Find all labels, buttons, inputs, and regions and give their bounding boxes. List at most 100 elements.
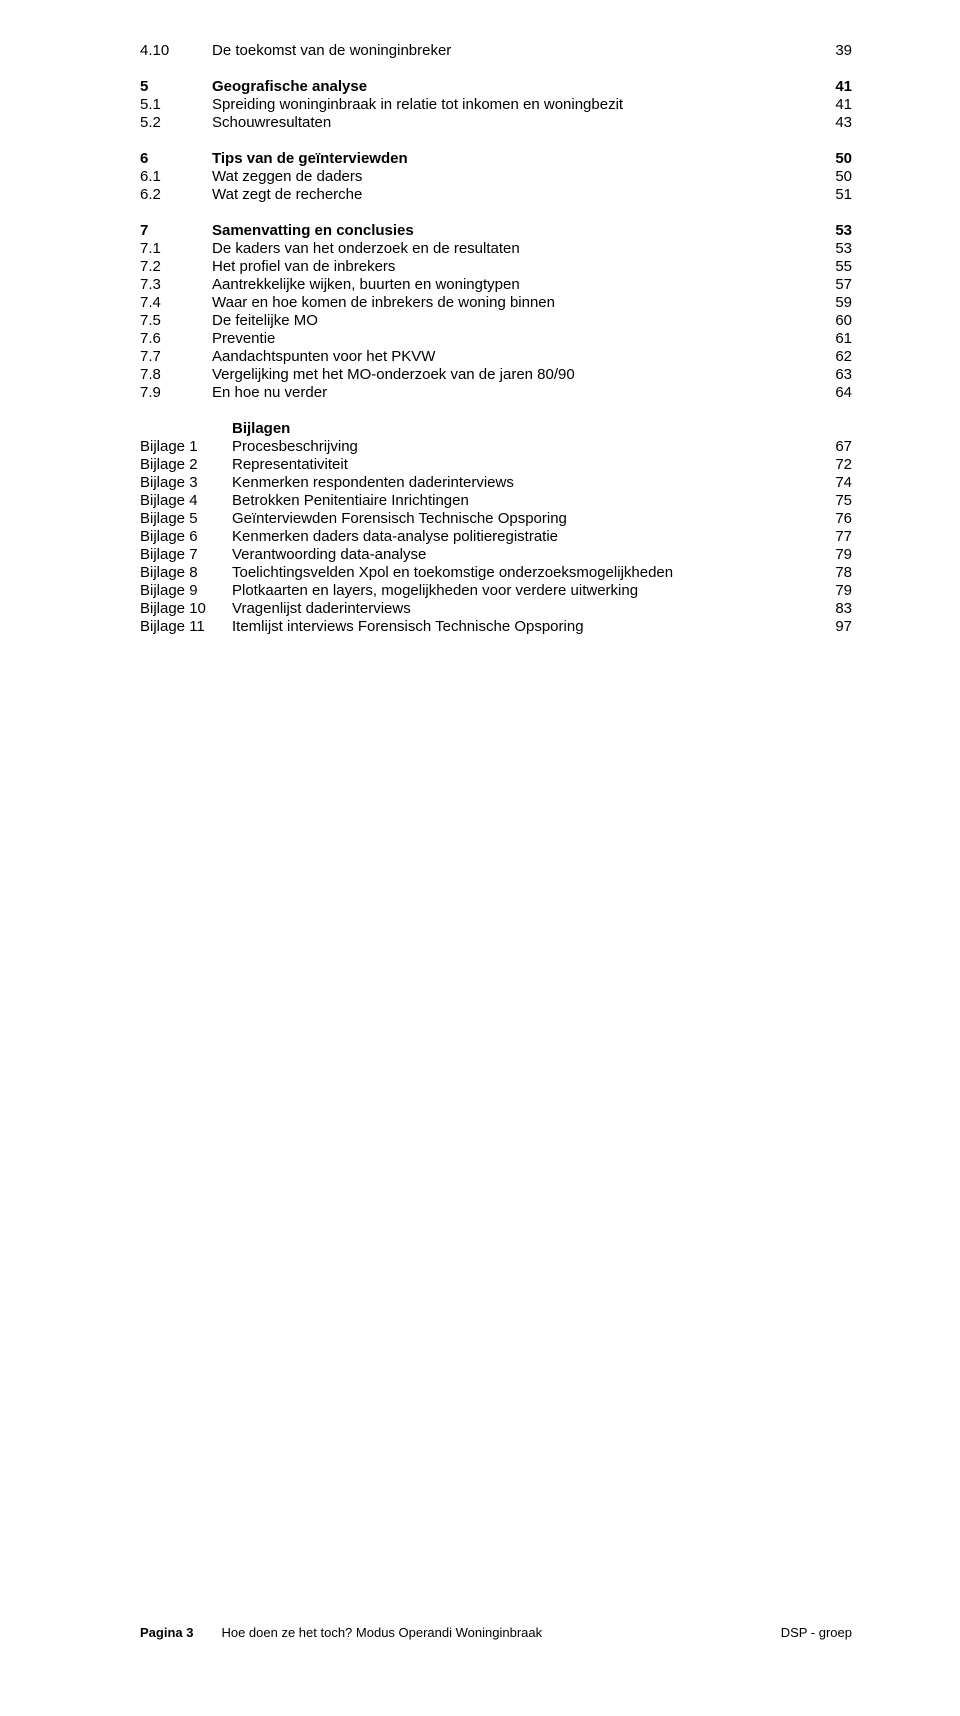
- bijlage-title: Toelichtingsvelden Xpol en toekomstige o…: [232, 564, 812, 581]
- toc-row: 6.1Wat zeggen de daders50: [140, 168, 852, 185]
- toc-section-title: Schouwresultaten: [212, 114, 812, 131]
- bijlage-row: Bijlage 7Verantwoording data-analyse79: [140, 546, 852, 563]
- toc-page-number: 53: [812, 222, 852, 239]
- toc-section-number: 7.8: [140, 366, 212, 383]
- bijlage-label: Bijlage 1: [140, 438, 232, 455]
- toc-row: 7.8Vergelijking met het MO-onderzoek van…: [140, 366, 852, 383]
- bijlage-label: Bijlage 10: [140, 600, 232, 617]
- toc-page-number: 50: [812, 150, 852, 167]
- bijlage-row: Bijlage 9Plotkaarten en layers, mogelijk…: [140, 582, 852, 599]
- toc-row: 5Geografische analyse41: [140, 78, 852, 95]
- bijlage-title: Itemlijst interviews Forensisch Technisc…: [232, 618, 812, 635]
- toc-section-number: 7.3: [140, 276, 212, 293]
- toc-section-title: Wat zeggen de daders: [212, 168, 812, 185]
- toc-page-number: 63: [812, 366, 852, 383]
- toc-page-number: 60: [812, 312, 852, 329]
- bijlage-page-number: 75: [812, 492, 852, 509]
- toc-section-number: 7.9: [140, 384, 212, 401]
- toc-row: 7Samenvatting en conclusies53: [140, 222, 852, 239]
- bijlage-title: Plotkaarten en layers, mogelijkheden voo…: [232, 582, 812, 599]
- bijlage-label: Bijlage 5: [140, 510, 232, 527]
- bijlage-label: Bijlage 6: [140, 528, 232, 545]
- toc-section-title: De kaders van het onderzoek en de result…: [212, 240, 812, 257]
- bijlage-row: Bijlage 1Procesbeschrijving67: [140, 438, 852, 455]
- toc-page-number: 59: [812, 294, 852, 311]
- toc-section-number: 5.2: [140, 114, 212, 131]
- bijlage-row: Bijlage 6Kenmerken daders data-analyse p…: [140, 528, 852, 545]
- footer-org: DSP - groep: [781, 1625, 852, 1640]
- toc-section-number: 6.2: [140, 186, 212, 203]
- toc-section-title: De toekomst van de woninginbreker: [212, 42, 812, 59]
- section-gap: [140, 60, 852, 78]
- toc-row: 7.3Aantrekkelijke wijken, buurten en won…: [140, 276, 852, 293]
- bijlage-page-number: 72: [812, 456, 852, 473]
- bijlagen-header-title: Bijlagen: [232, 420, 852, 437]
- bijlage-page-number: 76: [812, 510, 852, 527]
- toc-section-number: 5.1: [140, 96, 212, 113]
- bijlage-page-number: 83: [812, 600, 852, 617]
- toc-section-number: 7.4: [140, 294, 212, 311]
- bijlage-label: Bijlage 7: [140, 546, 232, 563]
- toc-section-number: 6.1: [140, 168, 212, 185]
- toc-row: 5.2Schouwresultaten43: [140, 114, 852, 131]
- bijlage-row: Bijlage 5Geïnterviewden Forensisch Techn…: [140, 510, 852, 527]
- section-gap: [140, 132, 852, 150]
- toc-section-number: 7.6: [140, 330, 212, 347]
- bijlage-title: Representativiteit: [232, 456, 812, 473]
- toc-row: 7.4Waar en hoe komen de inbrekers de won…: [140, 294, 852, 311]
- bijlage-title: Vragenlijst daderinterviews: [232, 600, 812, 617]
- bijlage-row: Bijlage 4Betrokken Penitentiaire Inricht…: [140, 492, 852, 509]
- toc-section-number: 5: [140, 78, 212, 95]
- bijlage-label: Bijlage 8: [140, 564, 232, 581]
- bijlage-page-number: 79: [812, 546, 852, 563]
- bijlage-page-number: 67: [812, 438, 852, 455]
- toc-section-title: Vergelijking met het MO-onderzoek van de…: [212, 366, 812, 383]
- bijlagen-header-row: Bijlagen: [140, 420, 852, 437]
- bijlage-row: Bijlage 3Kenmerken respondenten daderint…: [140, 474, 852, 491]
- bijlage-page-number: 78: [812, 564, 852, 581]
- toc-section-number: 7.7: [140, 348, 212, 365]
- bijlage-row: Bijlage 8Toelichtingsvelden Xpol en toek…: [140, 564, 852, 581]
- footer-title: Hoe doen ze het toch? Modus Operandi Won…: [221, 1625, 542, 1640]
- toc-row: 7.1De kaders van het onderzoek en de res…: [140, 240, 852, 257]
- table-of-contents: 4.10De toekomst van de woninginbreker39 5…: [140, 42, 852, 635]
- toc-page-number: 41: [812, 96, 852, 113]
- bijlage-page-number: 97: [812, 618, 852, 635]
- toc-row: 7.9En hoe nu verder64: [140, 384, 852, 401]
- toc-row: 7.6Preventie61: [140, 330, 852, 347]
- toc-section-title: Waar en hoe komen de inbrekers de woning…: [212, 294, 812, 311]
- toc-section-title: Geografische analyse: [212, 78, 812, 95]
- footer-page-number: Pagina 3: [140, 1625, 193, 1640]
- toc-row: 6Tips van de geïnterviewden50: [140, 150, 852, 167]
- bijlage-title: Kenmerken respondenten daderinterviews: [232, 474, 812, 491]
- bijlage-title: Procesbeschrijving: [232, 438, 812, 455]
- toc-page-number: 43: [812, 114, 852, 131]
- bijlage-page-number: 74: [812, 474, 852, 491]
- toc-row: 7.5De feitelijke MO60: [140, 312, 852, 329]
- bijlage-title: Kenmerken daders data-analyse politiereg…: [232, 528, 812, 545]
- toc-section-title: En hoe nu verder: [212, 384, 812, 401]
- bijlage-label: Bijlage 3: [140, 474, 232, 491]
- bijlage-row: Bijlage 10Vragenlijst daderinterviews83: [140, 600, 852, 617]
- toc-row: 7.7Aandachtspunten voor het PKVW62: [140, 348, 852, 365]
- bijlage-page-number: 77: [812, 528, 852, 545]
- toc-row: 4.10De toekomst van de woninginbreker39: [140, 42, 852, 59]
- toc-page-number: 61: [812, 330, 852, 347]
- toc-section-number: 7.2: [140, 258, 212, 275]
- toc-page-number: 62: [812, 348, 852, 365]
- toc-page-number: 53: [812, 240, 852, 257]
- toc-page-number: 39: [812, 42, 852, 59]
- toc-page-number: 64: [812, 384, 852, 401]
- toc-row: 6.2Wat zegt de recherche51: [140, 186, 852, 203]
- toc-section-number: 7.1: [140, 240, 212, 257]
- toc-row: 5.1Spreiding woninginbraak in relatie to…: [140, 96, 852, 113]
- toc-page-number: 57: [812, 276, 852, 293]
- toc-section-title: Aantrekkelijke wijken, buurten en woning…: [212, 276, 812, 293]
- toc-section-title: Het profiel van de inbrekers: [212, 258, 812, 275]
- toc-page-number: 50: [812, 168, 852, 185]
- toc-page-number: 41: [812, 78, 852, 95]
- page-footer: Pagina 3 Hoe doen ze het toch? Modus Ope…: [140, 1625, 852, 1640]
- toc-page-number: 55: [812, 258, 852, 275]
- bijlage-title: Geïnterviewden Forensisch Technische Ops…: [232, 510, 812, 527]
- bijlage-label: Bijlage 11: [140, 618, 232, 635]
